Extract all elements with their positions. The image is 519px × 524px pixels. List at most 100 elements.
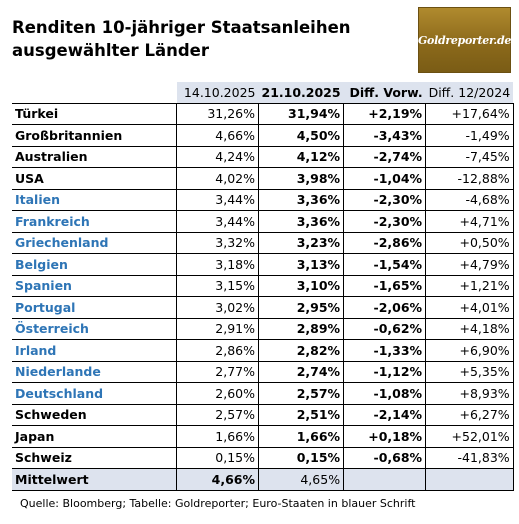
yield-14-10: 4,24% xyxy=(176,146,259,168)
diff-ytd: -41,83% xyxy=(425,447,514,469)
yield-14-10: 3,44% xyxy=(176,189,259,211)
country-name: Deutschland xyxy=(12,382,177,405)
mean-row: Mittelwert 4,66% 4,65% xyxy=(12,468,514,491)
diff-week: -2,30% xyxy=(343,189,426,211)
mean-empty-1 xyxy=(343,468,426,491)
diff-week: -3,43% xyxy=(343,124,426,147)
country-name: Italien xyxy=(12,189,177,211)
yield-14-10: 4,02% xyxy=(176,167,259,190)
table-row: Schweiz 0,15% 0,15% -0,68% -41,83% xyxy=(12,447,514,469)
yield-14-10: 2,91% xyxy=(176,318,259,340)
diff-ytd: -7,45% xyxy=(425,146,514,168)
goldreporter-logo: Goldreporter.de xyxy=(418,7,511,73)
diff-week: -1,65% xyxy=(343,275,426,297)
diff-ytd: +1,21% xyxy=(425,275,514,297)
yield-21-10: 4,50% xyxy=(257,124,344,147)
yield-21-10: 3,23% xyxy=(257,232,344,254)
country-name: Schweiz xyxy=(12,447,177,469)
diff-week: -1,54% xyxy=(343,253,426,276)
yield-21-10: 2,57% xyxy=(257,382,344,405)
diff-ytd: -1,49% xyxy=(425,124,514,147)
mean-empty-2 xyxy=(425,468,514,491)
country-name: Spanien xyxy=(12,275,177,297)
country-name: Österreich xyxy=(12,318,177,340)
yield-14-10: 3,18% xyxy=(176,253,259,276)
diff-ytd: +4,71% xyxy=(425,210,514,233)
diff-ytd: +6,27% xyxy=(425,404,514,426)
country-name: Japan xyxy=(12,425,177,448)
table-row: Deutschland 2,60% 2,57% -1,08% +8,93% xyxy=(12,382,514,405)
table-row: Portugal 3,02% 2,95% -2,06% +4,01% xyxy=(12,296,514,319)
yield-21-10: 31,94% xyxy=(257,102,344,125)
yield-14-10: 3,02% xyxy=(176,296,259,319)
yield-14-10: 2,60% xyxy=(176,382,259,405)
yield-14-10: 3,15% xyxy=(176,275,259,297)
yield-14-10: 1,66% xyxy=(176,425,259,448)
diff-week: -2,86% xyxy=(343,232,426,254)
diff-ytd: -4,68% xyxy=(425,189,514,211)
table-row: Australien 4,24% 4,12% -2,74% -7,45% xyxy=(12,146,514,168)
bond-yield-table: 14.10.2025 21.10.2025 Diff. Vorw. Diff. … xyxy=(12,82,514,491)
title-line-2: ausgewählter Länder xyxy=(12,41,209,60)
yield-21-10: 4,12% xyxy=(257,146,344,168)
country-name: Schweden xyxy=(12,404,177,426)
diff-week: -1,04% xyxy=(343,167,426,190)
yield-21-10: 2,51% xyxy=(257,404,344,426)
yield-21-10: 2,82% xyxy=(257,339,344,362)
diff-ytd: +4,01% xyxy=(425,296,514,319)
yield-21-10: 2,95% xyxy=(257,296,344,319)
table-row: Schweden 2,57% 2,51% -2,14% +6,27% xyxy=(12,404,514,426)
diff-week: -0,68% xyxy=(343,447,426,469)
diff-ytd: +8,93% xyxy=(425,382,514,405)
table-body: Türkei 31,26% 31,94% +2,19% +17,64% Großbrita… xyxy=(12,102,514,491)
table-row: Irland 2,86% 2,82% -1,33% +6,90% xyxy=(12,339,514,362)
yield-21-10: 2,74% xyxy=(257,361,344,383)
country-name: Großbritannien xyxy=(12,124,177,147)
yield-21-10: 3,36% xyxy=(257,189,344,211)
yield-14-10: 2,86% xyxy=(176,339,259,362)
yield-21-10: 3,36% xyxy=(257,210,344,233)
diff-week: -2,06% xyxy=(343,296,426,319)
header-country xyxy=(12,82,177,104)
table-title: Renditen 10-jähriger Staatsanleihen ausg… xyxy=(12,16,351,62)
country-name: Griechenland xyxy=(12,232,177,254)
yield-21-10: 2,89% xyxy=(257,318,344,340)
yield-21-10: 1,66% xyxy=(257,425,344,448)
diff-week: -2,14% xyxy=(343,404,426,426)
diff-ytd: +0,50% xyxy=(425,232,514,254)
table-row: Italien 3,44% 3,36% -2,30% -4,68% xyxy=(12,189,514,211)
table-row: Türkei 31,26% 31,94% +2,19% +17,64% xyxy=(12,102,514,125)
diff-week: -2,74% xyxy=(343,146,426,168)
yield-21-10: 3,10% xyxy=(257,275,344,297)
country-name: Niederlande xyxy=(12,361,177,383)
yield-21-10: 3,13% xyxy=(257,253,344,276)
country-name: Irland xyxy=(12,339,177,362)
diff-ytd: +6,90% xyxy=(425,339,514,362)
diff-ytd: +4,18% xyxy=(425,318,514,340)
source-note: Quelle: Bloomberg; Tabelle: Goldreporter… xyxy=(20,497,416,510)
header-row: 14.10.2025 21.10.2025 Diff. Vorw. Diff. … xyxy=(12,82,514,104)
header-diff-week: Diff. Vorw. xyxy=(343,82,426,104)
mean-14-10: 4,66% xyxy=(176,468,259,491)
title-line-1: Renditen 10-jähriger Staatsanleihen xyxy=(12,18,351,37)
diff-week: -2,30% xyxy=(343,210,426,233)
mean-21-10: 4,65% xyxy=(257,468,344,491)
yield-14-10: 0,15% xyxy=(176,447,259,469)
mean-label: Mittelwert xyxy=(12,468,177,491)
table-row: Spanien 3,15% 3,10% -1,65% +1,21% xyxy=(12,275,514,297)
table-row: Belgien 3,18% 3,13% -1,54% +4,79% xyxy=(12,253,514,276)
country-name: Portugal xyxy=(12,296,177,319)
diff-week: +2,19% xyxy=(343,102,426,125)
country-name: Belgien xyxy=(12,253,177,276)
diff-week: +0,18% xyxy=(343,425,426,448)
diff-week: -1,08% xyxy=(343,382,426,405)
diff-week: -0,62% xyxy=(343,318,426,340)
table-row: Japan 1,66% 1,66% +0,18% +52,01% xyxy=(12,425,514,448)
diff-ytd: +5,35% xyxy=(425,361,514,383)
country-name: Türkei xyxy=(12,102,177,125)
table-row: Frankreich 3,44% 3,36% -2,30% +4,71% xyxy=(12,210,514,233)
diff-ytd: -12,88% xyxy=(425,167,514,190)
table-row: Griechenland 3,32% 3,23% -2,86% +0,50% xyxy=(12,232,514,254)
yield-21-10: 3,98% xyxy=(257,167,344,190)
diff-week: -1,33% xyxy=(343,339,426,362)
